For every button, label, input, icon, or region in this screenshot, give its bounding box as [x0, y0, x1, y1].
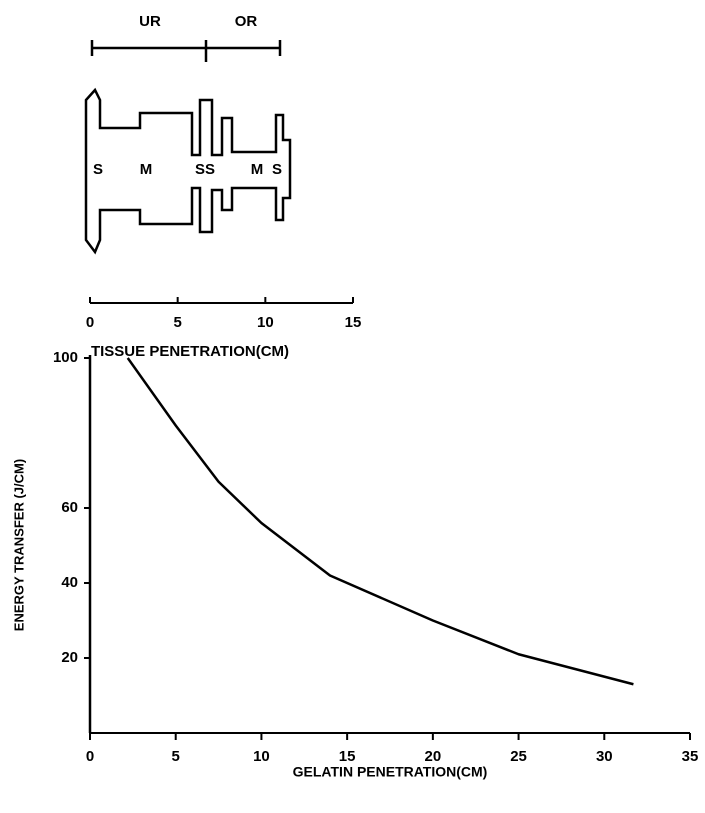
y-axis-label: ENERGY TRANSFER (J/CM): [11, 459, 26, 631]
x-tick-label: 20: [425, 748, 442, 765]
y-tick-label: 20: [61, 649, 78, 666]
y-tick-label: 100: [53, 349, 78, 366]
region-label: M: [251, 161, 264, 178]
region-label: SS: [195, 161, 215, 178]
data-line: [126, 357, 634, 686]
tick-label: 15: [345, 314, 362, 331]
tissue-outline: [84, 87, 292, 255]
x-tick-label: 15: [339, 748, 356, 765]
x-tick-label: 25: [510, 748, 527, 765]
y-tick-label: 60: [61, 499, 78, 516]
tick-label: 0: [86, 314, 94, 331]
x-tick-label: 30: [596, 748, 613, 765]
tick-label: 10: [257, 314, 274, 331]
x-axis-label: GELATIN PENETRATION(CM): [293, 764, 488, 780]
tissue-axis-label: TISSUE PENETRATION(CM): [91, 343, 289, 360]
top-label: OR: [235, 13, 258, 30]
x-tick-label: 35: [682, 748, 699, 765]
x-tick-label: 5: [172, 748, 180, 765]
top-label: UR: [139, 13, 161, 30]
y-tick-label: 40: [61, 574, 78, 591]
x-tick-label: 10: [253, 748, 270, 765]
region-label: S: [272, 161, 282, 178]
region-label: S: [93, 161, 103, 178]
tissue-diagram: [84, 40, 292, 255]
x-tick-label: 0: [86, 748, 94, 765]
region-label: M: [140, 161, 153, 178]
tick-label: 5: [173, 314, 181, 331]
